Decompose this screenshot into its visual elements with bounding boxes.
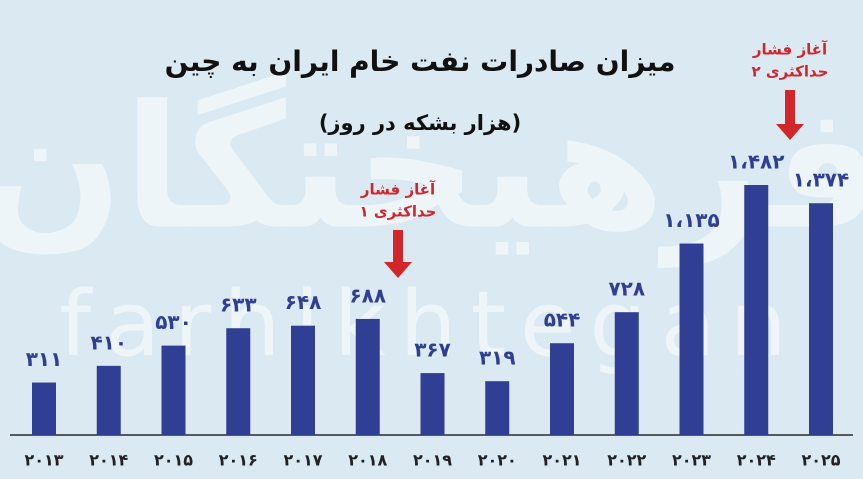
value-label: ۶۸۸ — [349, 283, 386, 307]
bar — [420, 373, 445, 435]
bar — [809, 203, 833, 435]
x-tick-label: ۲۰۲۱ — [542, 451, 581, 470]
bar — [355, 318, 380, 435]
annotation-text: آغاز فشار — [752, 41, 828, 59]
x-tick-label: ۲۰۱۴ — [89, 451, 128, 470]
value-label: ۱،۱۳۵ — [663, 208, 719, 232]
bar — [291, 325, 315, 435]
bar — [226, 328, 251, 435]
value-label: ۳۶۷ — [414, 338, 451, 362]
bar — [485, 381, 510, 435]
bar — [614, 312, 639, 435]
bar — [32, 382, 56, 435]
bar — [744, 185, 769, 435]
annotation-arrow — [776, 124, 804, 140]
x-tick-label: ۲۰۱۷ — [283, 451, 322, 470]
bar — [161, 345, 186, 435]
bar — [679, 243, 704, 435]
value-label: ۱،۳۷۴ — [793, 168, 849, 192]
x-tick-label: ۲۰۱۶ — [219, 451, 258, 470]
annotation-text: حداکثری ۲ — [752, 63, 829, 81]
value-label: ۵۳۰ — [155, 310, 192, 334]
x-tick-label: ۲۰۲۴ — [737, 451, 776, 470]
x-tick-label: ۲۰۲۰ — [478, 451, 517, 470]
x-tick-label: ۲۰۱۵ — [154, 451, 193, 470]
value-label: ۷۲۸ — [608, 277, 645, 301]
value-label: ۱،۴۸۲ — [728, 150, 784, 174]
chart-subtitle: (هزار بشکه در روز) — [319, 111, 521, 135]
annotation-arrow — [785, 90, 795, 126]
annotation-text: حداکثری ۱ — [360, 203, 437, 221]
value-label: ۳۱۹ — [479, 346, 516, 370]
x-tick-label: ۲۰۱۳ — [24, 451, 63, 470]
annotation-text: آغاز فشار — [360, 181, 436, 199]
x-tick-label: ۲۰۲۲ — [607, 451, 646, 470]
x-tick-label: ۲۰۲۳ — [672, 451, 711, 470]
x-tick-label: ۲۰۲۵ — [801, 451, 840, 470]
annotation-arrow — [384, 262, 412, 278]
value-label: ۴۱۰ — [90, 330, 127, 354]
chart-title: میزان صادرات نفت خام ایران به چین — [165, 45, 676, 78]
value-label: ۶۳۳ — [220, 293, 257, 317]
x-tick-label: ۲۰۱۸ — [348, 451, 387, 470]
value-label: ۳۱۱ — [26, 347, 63, 371]
bar — [96, 365, 121, 435]
value-label: ۵۴۴ — [544, 308, 581, 332]
annotation-arrow — [393, 230, 403, 264]
x-tick-label: ۲۰۱۹ — [413, 451, 452, 470]
bar — [550, 343, 574, 435]
value-label: ۶۴۸ — [285, 290, 322, 314]
watermark: فرهیختگان — [0, 69, 863, 268]
